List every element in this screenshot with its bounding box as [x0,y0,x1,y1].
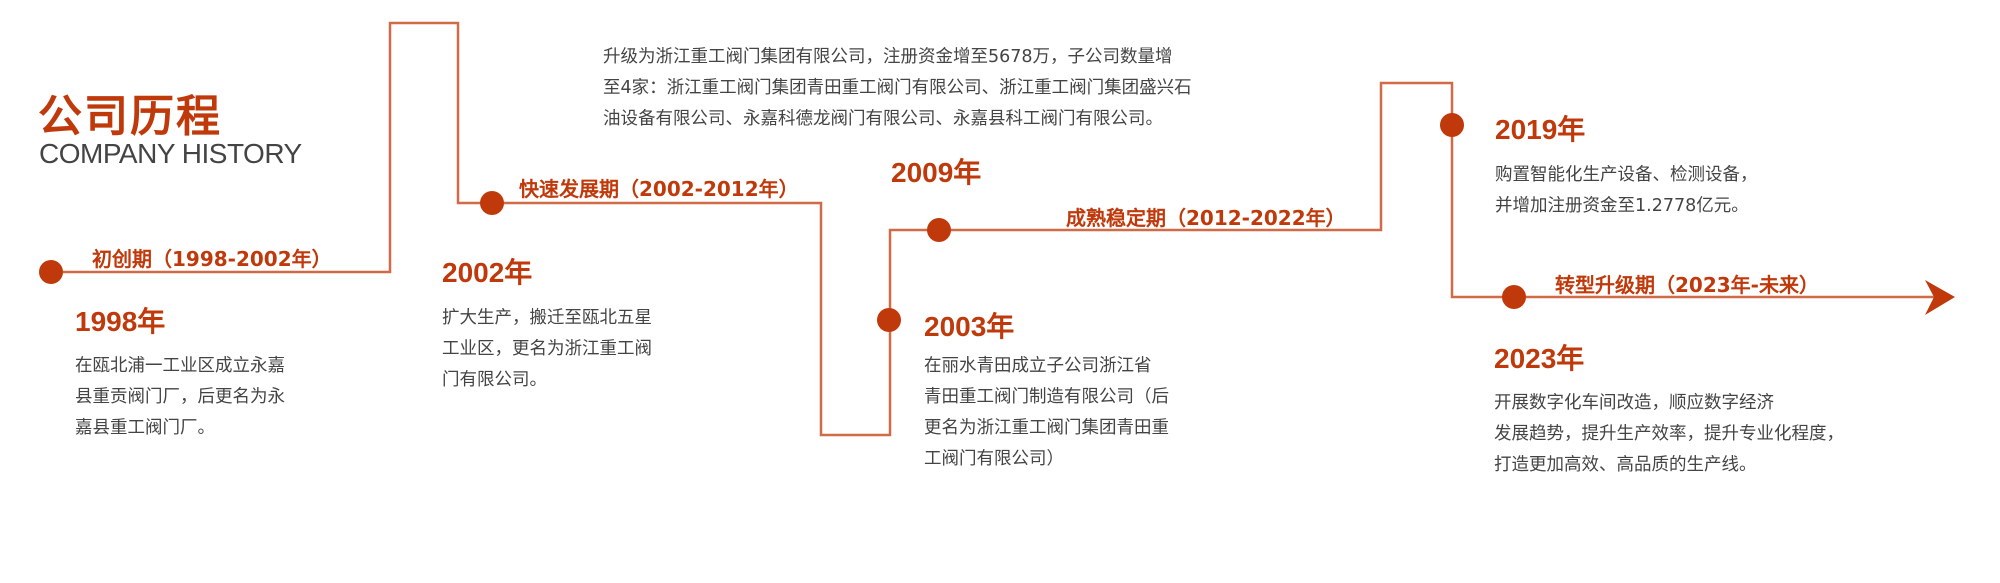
desc-2002: 扩大生产，搬迁至瓯北五星 工业区，更名为浙江重工阀 门有限公司。 [442,303,652,396]
year-2002: 2002年 [442,257,533,288]
year-1998: 1998年 [75,306,166,337]
desc-line: 青田重工阀门制造有限公司（后 [924,387,1169,407]
desc-2009: 升级为浙江重工阀门集团有限公司，注册资金增至5678万，子公司数量增 至4家：浙… [603,42,1192,135]
dot-2003 [877,308,901,332]
page-title: 公司历程 [38,91,222,142]
desc-line: 工业区，更名为浙江重工阀 [442,339,652,359]
desc-line: 至4家：浙江重工阀门集团青田重工阀门有限公司、浙江重工阀门集团盛兴石 [603,78,1192,98]
desc-2003: 在丽水青田成立子公司浙江省 青田重工阀门制造有限公司（后 更名为浙江重工阀门集团… [924,351,1169,475]
desc-line: 扩大生产，搬迁至瓯北五星 [442,308,652,328]
desc-line: 购置智能化生产设备、检测设备， [1495,165,1758,185]
desc-line: 并增加注册资金至1.2778亿元。 [1495,196,1749,216]
period-label-4: 转型升级期（2023年-未来） [1555,273,1819,297]
period-label-3: 成熟稳定期（2012-2022年） [1066,206,1346,230]
dot-2019 [1440,113,1464,137]
timeline-line [51,21,1945,437]
desc-line: 开展数字化车间改造，顺应数字经济 [1494,393,1774,413]
desc-line: 打造更加高效、高品质的生产线。 [1494,455,1757,475]
desc-line: 油设备有限公司、永嘉科德龙阀门有限公司、永嘉县科工阀门有限公司。 [603,109,1163,129]
arrow-head-icon [1925,280,1955,315]
desc-line: 门有限公司。 [442,370,547,390]
desc-line: 县重贡阀门厂，后更名为永 [75,387,285,407]
desc-line: 更名为浙江重工阀门集团青田重 [924,418,1169,438]
year-2003: 2003年 [924,311,1015,342]
desc-line: 嘉县重工阀门厂。 [75,418,215,438]
dot-2002 [480,191,504,215]
period-label-1: 初创期（1998-2002年） [92,247,332,271]
desc-line: 工阀门有限公司） [924,449,1064,469]
desc-line: 在丽水青田成立子公司浙江省 [924,356,1152,376]
desc-1998: 在瓯北浦一工业区成立永嘉 县重贡阀门厂，后更名为永 嘉县重工阀门厂。 [75,351,285,444]
year-2009: 2009年 [891,157,982,188]
desc-line: 升级为浙江重工阀门集团有限公司，注册资金增至5678万，子公司数量增 [603,47,1173,67]
desc-2023: 开展数字化车间改造，顺应数字经济 发展趋势，提升生产效率，提升专业化程度， 打造… [1494,388,1844,481]
dot-1998 [39,260,63,284]
desc-line: 在瓯北浦一工业区成立永嘉 [75,356,285,376]
page-subtitle: COMPANY HISTORY [39,138,302,169]
desc-2019: 购置智能化生产设备、检测设备， 并增加注册资金至1.2778亿元。 [1495,160,1758,222]
year-2019: 2019年 [1495,114,1586,145]
desc-line: 发展趋势，提升生产效率，提升专业化程度， [1494,424,1844,444]
dot-2023 [1502,285,1526,309]
period-label-2: 快速发展期（2002-2012年） [519,177,799,201]
year-2023: 2023年 [1494,343,1585,374]
dot-2009 [927,218,951,242]
